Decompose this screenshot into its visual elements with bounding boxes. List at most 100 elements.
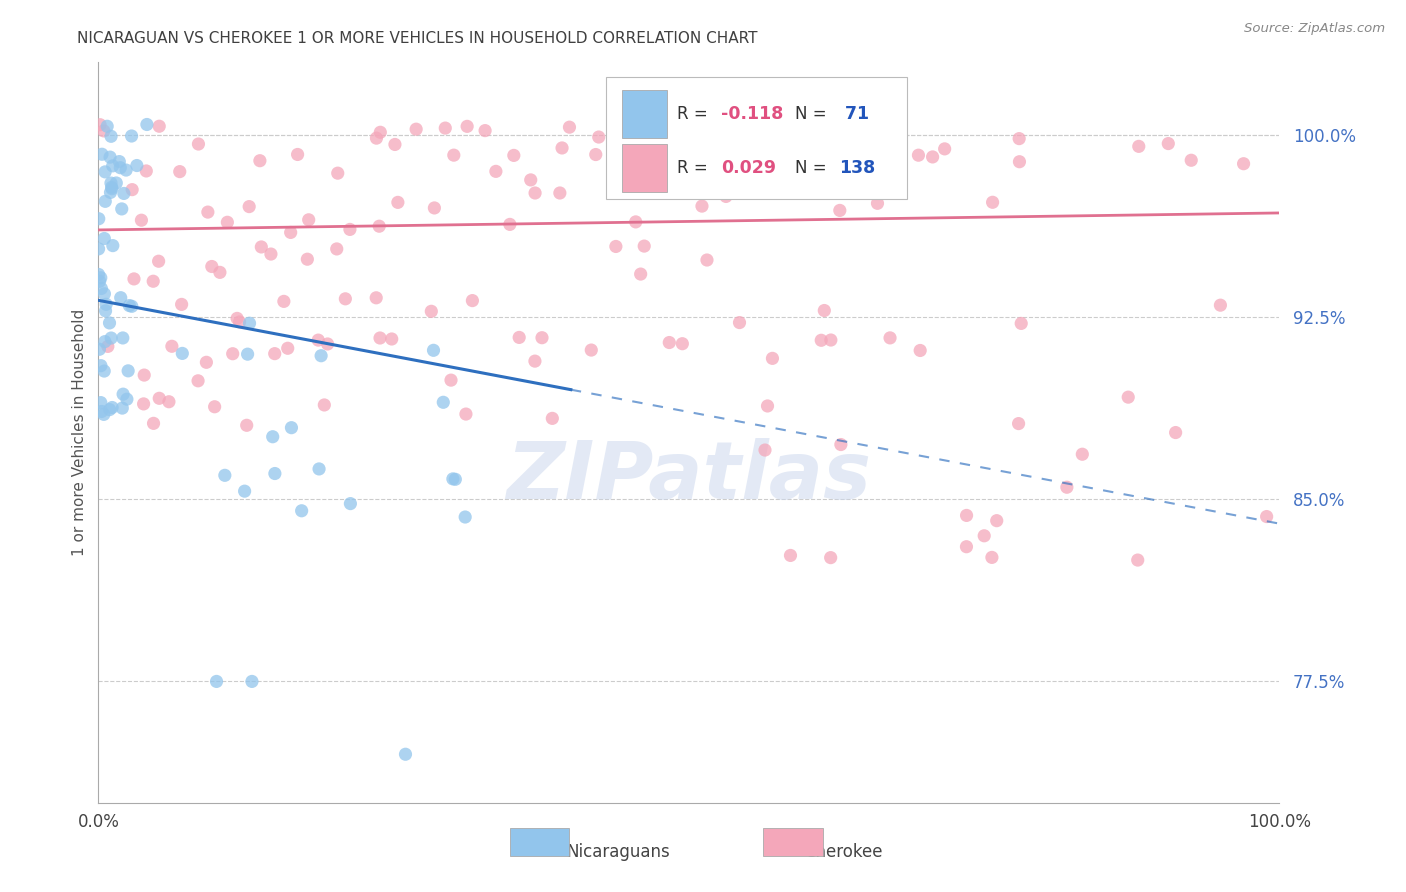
Point <box>728 316 751 330</box>
Point <box>441 472 464 486</box>
Point <box>779 549 801 563</box>
Point <box>394 747 416 762</box>
Point <box>142 274 165 288</box>
Point <box>633 239 655 253</box>
Point <box>405 122 427 136</box>
Point <box>981 195 1004 210</box>
Point <box>121 128 143 143</box>
Point <box>820 333 842 347</box>
Point <box>101 182 124 196</box>
Point <box>368 331 391 345</box>
Point <box>236 347 259 361</box>
Point <box>454 407 477 421</box>
Point <box>384 137 406 152</box>
Point <box>422 343 444 358</box>
Point <box>440 373 463 387</box>
Point <box>830 437 852 451</box>
Point <box>100 331 122 345</box>
Point <box>825 131 848 145</box>
Point <box>423 201 446 215</box>
Point <box>93 124 115 138</box>
Point <box>263 346 285 360</box>
Point <box>335 292 357 306</box>
Point <box>444 472 467 486</box>
Point <box>326 242 349 256</box>
Point <box>240 674 263 689</box>
Point <box>93 286 115 301</box>
Point <box>1232 157 1254 171</box>
Text: N =: N = <box>796 160 832 178</box>
Point <box>121 183 143 197</box>
Point <box>647 129 669 144</box>
Y-axis label: 1 or more Vehicles in Household: 1 or more Vehicles in Household <box>72 309 87 557</box>
Point <box>117 364 139 378</box>
Point <box>148 254 170 268</box>
Bar <box>621 90 666 138</box>
Point <box>420 304 443 318</box>
Point <box>605 239 627 253</box>
Point <box>93 364 115 378</box>
Point <box>96 120 118 134</box>
Point <box>110 161 132 175</box>
Point <box>934 142 956 156</box>
Point <box>530 331 553 345</box>
Point <box>142 417 165 431</box>
Point <box>170 297 193 311</box>
Point <box>105 176 128 190</box>
Point <box>381 332 404 346</box>
Point <box>770 125 793 139</box>
Point <box>1126 553 1149 567</box>
Point <box>201 260 224 274</box>
Point <box>91 147 114 161</box>
Point <box>249 153 271 168</box>
Text: -0.118: -0.118 <box>721 105 783 123</box>
Point <box>122 272 145 286</box>
Point <box>98 402 121 417</box>
Point <box>148 392 170 406</box>
Point <box>205 674 228 689</box>
Point <box>434 121 457 136</box>
Point <box>90 395 112 409</box>
Point <box>1008 154 1031 169</box>
Point <box>581 343 603 357</box>
Point <box>217 215 239 229</box>
Point <box>863 138 886 153</box>
Point <box>1157 136 1180 151</box>
Point <box>101 238 124 252</box>
FancyBboxPatch shape <box>606 78 907 200</box>
Point <box>368 219 391 234</box>
Point <box>228 315 250 329</box>
Point <box>461 293 484 308</box>
Point <box>135 164 157 178</box>
Point <box>160 339 183 353</box>
Point <box>90 359 112 373</box>
Point <box>90 281 112 295</box>
Point <box>314 398 336 412</box>
Point <box>630 267 652 281</box>
Point <box>238 316 260 330</box>
Point <box>89 343 111 357</box>
Point <box>135 118 157 132</box>
Point <box>87 211 110 226</box>
Point <box>94 194 117 209</box>
Point <box>280 226 302 240</box>
Point <box>277 341 299 355</box>
Point <box>387 195 409 210</box>
Point <box>474 123 496 137</box>
Text: R =: R = <box>678 160 713 178</box>
Point <box>298 212 321 227</box>
Point <box>658 335 681 350</box>
Point <box>94 165 117 179</box>
Point <box>432 395 454 409</box>
Point <box>111 401 134 416</box>
Point <box>93 231 115 245</box>
Point <box>339 497 361 511</box>
Point <box>118 299 141 313</box>
Point <box>204 400 226 414</box>
Point <box>100 176 122 190</box>
Point <box>624 215 647 229</box>
Text: Nicaraguans: Nicaraguans <box>567 843 671 861</box>
Point <box>541 411 564 425</box>
Point <box>1071 447 1094 461</box>
Point <box>585 147 607 161</box>
